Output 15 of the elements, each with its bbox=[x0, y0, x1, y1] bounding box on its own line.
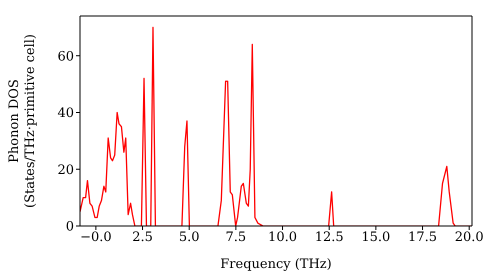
x-tick-label: 20.0 bbox=[454, 230, 484, 246]
x-tick-label: 15.0 bbox=[361, 230, 390, 246]
x-tick-label: 2.5 bbox=[132, 230, 153, 246]
y-tick-label: 20 bbox=[57, 162, 74, 178]
x-tick-label: 12.5 bbox=[314, 230, 344, 246]
x-tick-label: −0.0 bbox=[80, 230, 112, 246]
y-tick-label: 60 bbox=[57, 49, 74, 64]
x-axis-title: Frequency (THz) bbox=[220, 257, 332, 272]
x-tick-label: 5.0 bbox=[178, 230, 200, 246]
x-tick-label: 17.5 bbox=[408, 230, 438, 246]
x-tick-label: 10.0 bbox=[268, 230, 298, 246]
x-tick-label: 7.5 bbox=[226, 230, 246, 246]
y-tick-label: 0 bbox=[66, 220, 74, 235]
y-tick-label: 40 bbox=[57, 106, 74, 122]
y-axis-title: Phonon DOS (States/THz·primitive cell) bbox=[7, 34, 38, 208]
